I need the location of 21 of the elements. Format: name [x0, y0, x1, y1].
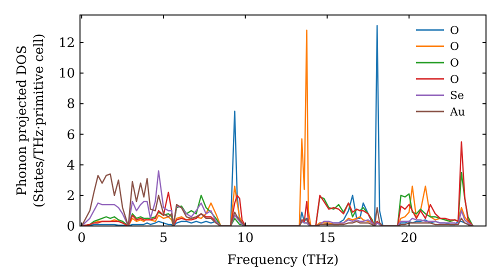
legend-label: Se [450, 89, 464, 102]
y-tick-label: 0 [66, 220, 75, 235]
legend-label: Au [449, 105, 466, 118]
y-tick-label: 2 [66, 188, 75, 204]
x-axis-title: Frequency (THz) [227, 253, 339, 268]
x-tick-label: 0 [77, 231, 86, 246]
x-tick-label: 5 [159, 231, 168, 246]
y-axis-title: Phonon projected DOS (States/THz·primitive cell) [15, 33, 47, 208]
legend-label: O [450, 24, 460, 37]
y-tick-label: 12 [58, 36, 75, 52]
y-tick-label: 4 [66, 158, 75, 174]
x-tick-label: 10 [237, 231, 254, 246]
line-series [80, 141, 474, 226]
legend-label: O [450, 72, 460, 86]
legend-label: O [450, 40, 460, 54]
y-tick-label: 6 [66, 128, 75, 143]
y-tick-label: 10 [58, 66, 75, 82]
legend-label: O [450, 56, 460, 70]
x-tick-label: 20 [400, 231, 418, 246]
x-tick-label: 15 [318, 231, 336, 246]
y-tick-label: 8 [66, 97, 75, 112]
